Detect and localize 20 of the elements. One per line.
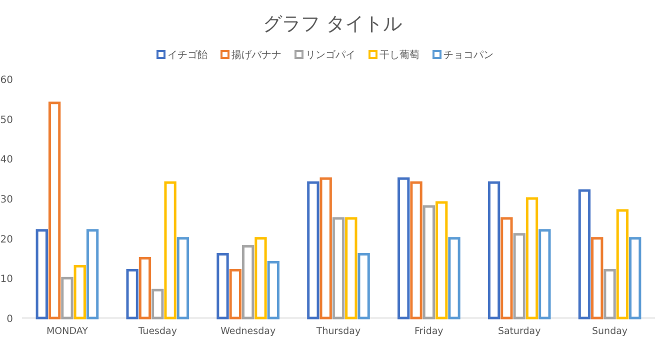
x-tick-label: Tuesday — [137, 326, 178, 337]
x-tick-label: Sunday — [592, 326, 628, 337]
y-tick-label: 10 — [0, 274, 13, 286]
legend-label: チョコパン — [444, 50, 494, 61]
y-tick-label: 40 — [0, 154, 13, 166]
x-tick-label: Saturday — [498, 326, 542, 337]
legend-label: 揚げバナナ — [232, 49, 282, 61]
y-tick-label: 20 — [0, 234, 13, 246]
x-tick-label: Thursday — [315, 326, 361, 337]
y-tick-label: 50 — [0, 114, 13, 126]
y-tick-label: 30 — [0, 194, 13, 206]
x-tick-label: Wednesday — [220, 326, 276, 337]
y-tick-label: 60 — [0, 75, 13, 86]
x-tick-label: MONDAY — [46, 326, 88, 337]
legend-label: イチゴ飴 — [168, 49, 208, 61]
legend-label: 干し葡萄 — [380, 49, 420, 61]
x-tick-label: Friday — [414, 326, 444, 337]
legend-label: リンゴパイ — [306, 49, 356, 61]
y-tick-label: 0 — [6, 314, 13, 325]
chart-title: グラフ タイトル — [262, 13, 402, 35]
